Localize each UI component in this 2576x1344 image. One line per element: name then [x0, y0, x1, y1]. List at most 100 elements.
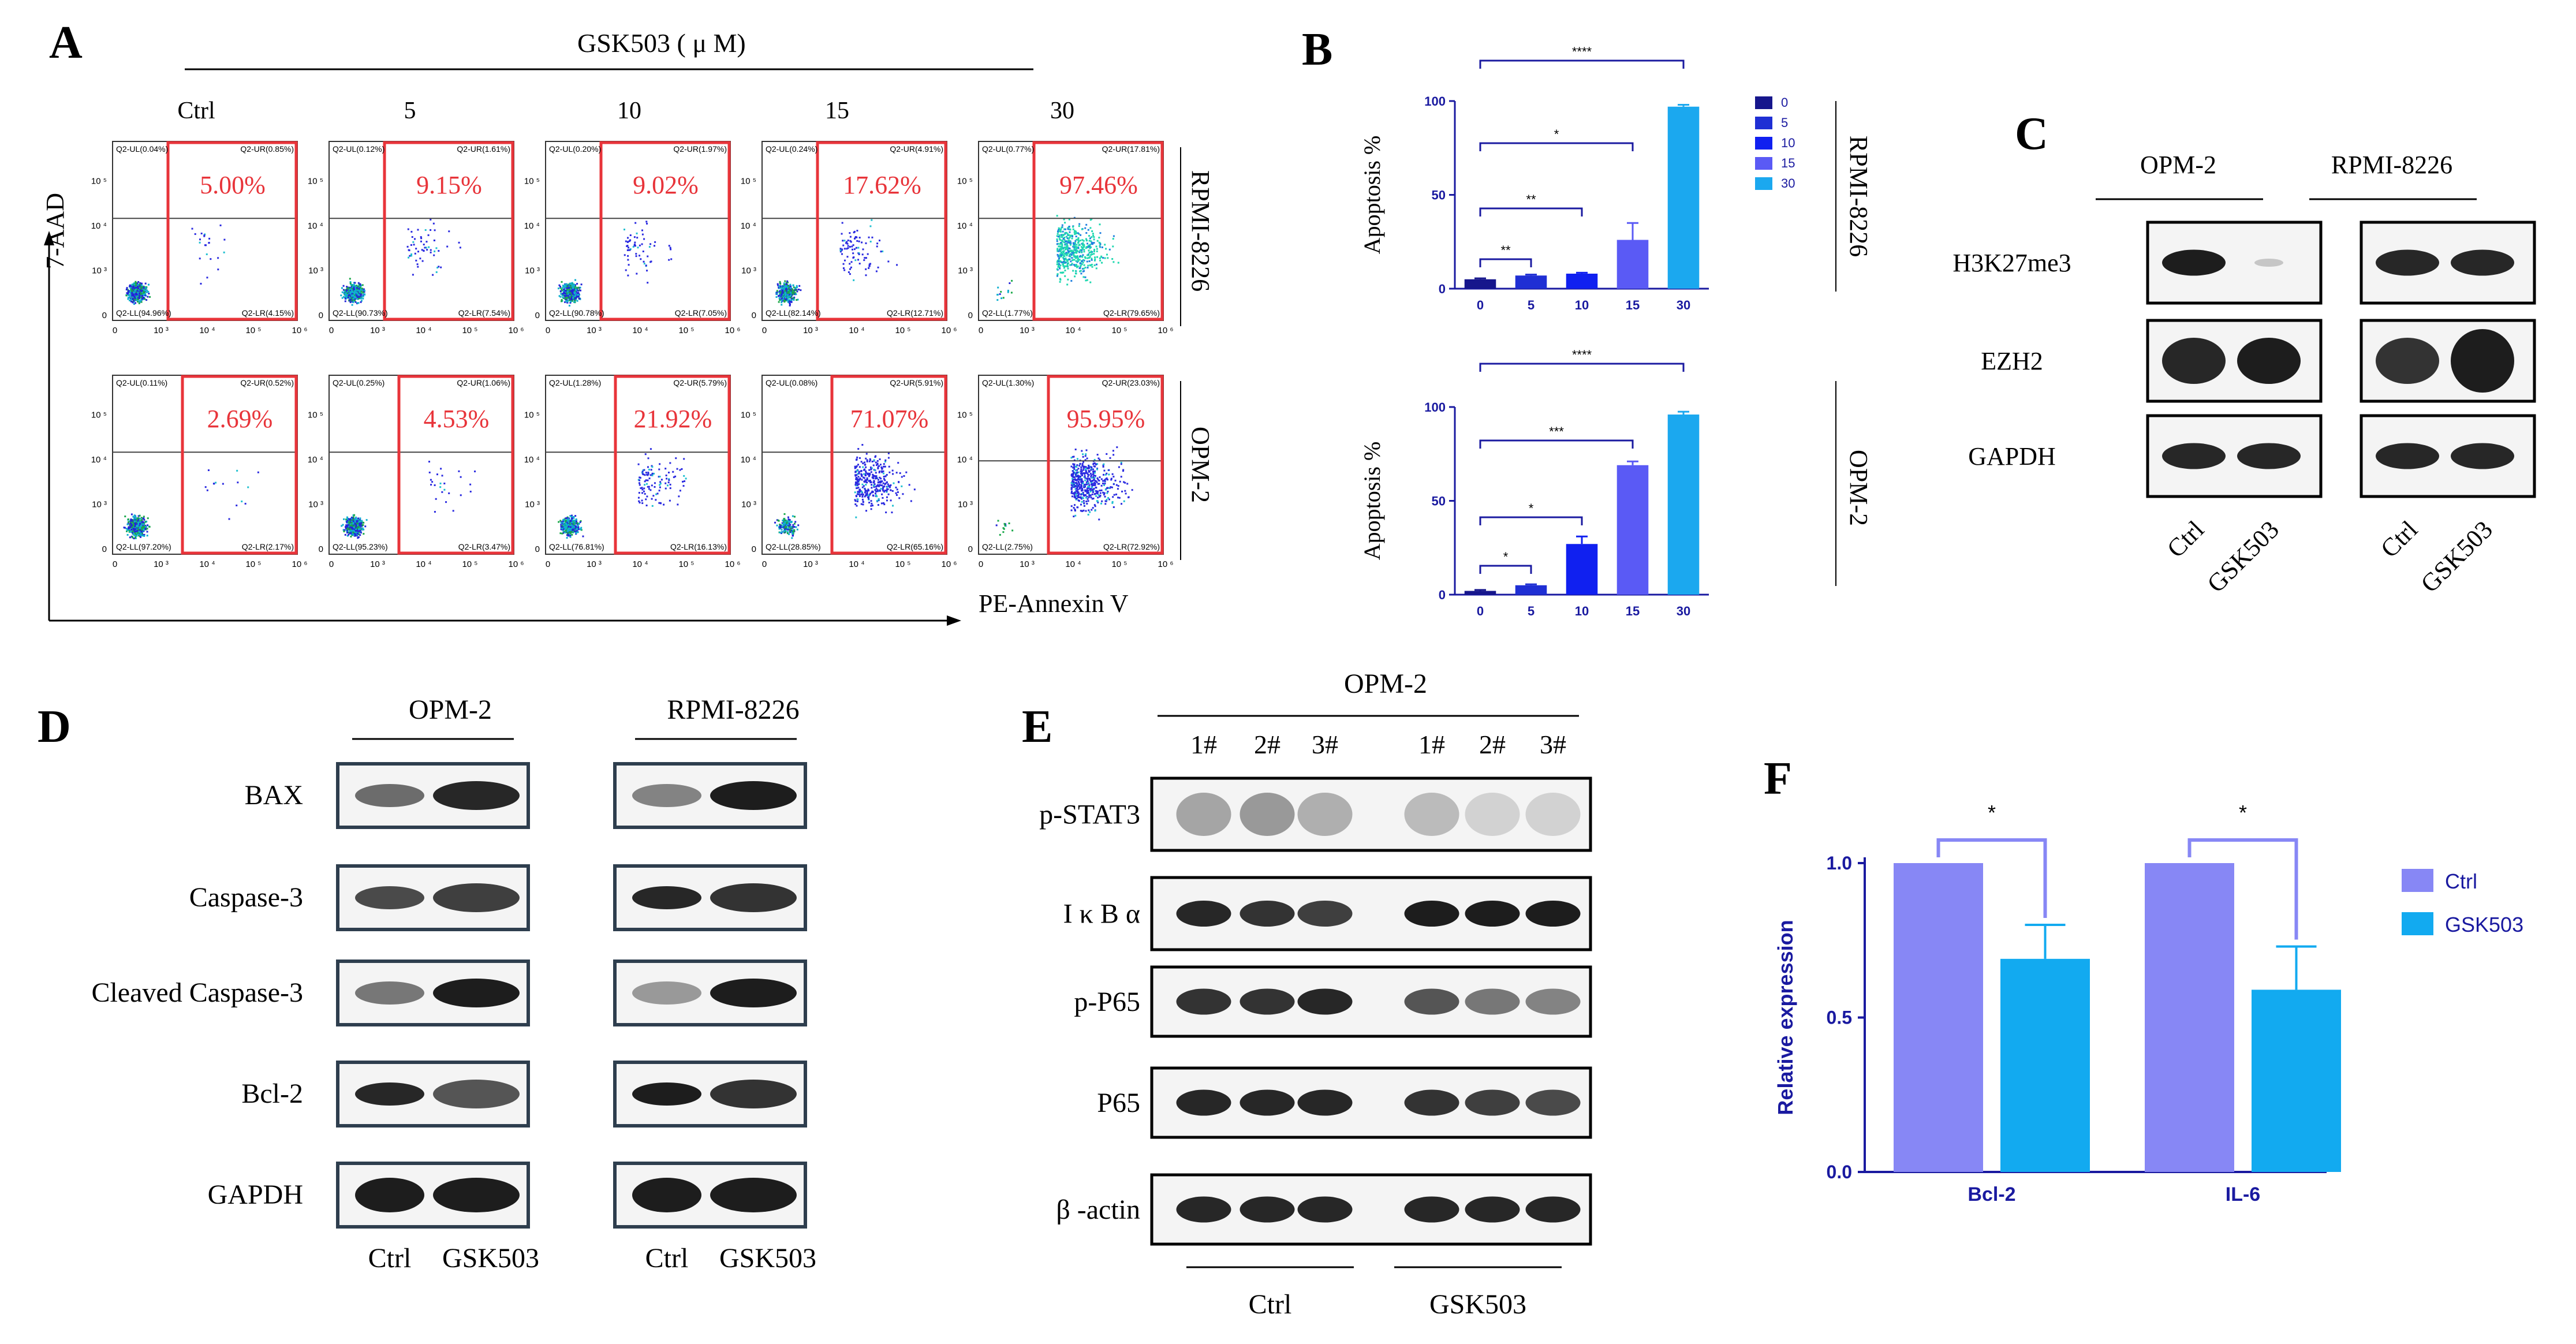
event-dot [668, 245, 670, 247]
event-dot [350, 531, 353, 533]
event-dot [1102, 464, 1104, 466]
x-tick: 10 ⁵ [462, 326, 477, 335]
event-dot [130, 290, 132, 293]
event-dot [346, 294, 348, 297]
event-dot [869, 225, 872, 227]
event-dot [560, 522, 562, 524]
y-tick: 10 ⁵ [91, 410, 107, 420]
event-dot [1075, 257, 1077, 259]
event-dot [573, 295, 575, 297]
event-dot [204, 244, 206, 247]
event-dot [566, 293, 569, 296]
event-dot [1096, 250, 1098, 252]
event-dot [863, 477, 865, 479]
event-dot [1090, 246, 1092, 248]
event-dot [125, 294, 128, 297]
event-dot [673, 476, 675, 479]
event-dot [1099, 246, 1102, 248]
event-dot [343, 530, 345, 532]
y-tick: 10 ³ [958, 266, 973, 276]
event-dot [1077, 242, 1080, 244]
event-dot [561, 299, 563, 301]
event-dot [573, 517, 575, 519]
event-dot [782, 292, 784, 294]
event-dot [1056, 261, 1058, 263]
event-dot [347, 520, 349, 522]
event-dot [1085, 279, 1087, 282]
event-dot [1099, 243, 1102, 245]
event-dot [849, 236, 852, 238]
event-dot [788, 292, 790, 294]
event-dot [1074, 240, 1077, 242]
concentration-labels: Ctrl 5 10 15 30 [177, 98, 1074, 124]
event-dot [353, 516, 355, 518]
event-dot [138, 288, 140, 290]
event-dot [348, 531, 350, 533]
event-dot [126, 293, 129, 295]
event-dot [350, 283, 352, 286]
event-dot [1083, 270, 1085, 272]
event-dot [1064, 228, 1066, 230]
event-dot [1086, 472, 1088, 474]
event-dot [645, 483, 648, 485]
event-dot [574, 284, 577, 286]
event-dot [645, 498, 647, 501]
y-tick: 10 ⁵ [741, 410, 756, 420]
event-dot [1061, 243, 1063, 245]
event-dot [569, 532, 572, 535]
event-dot [133, 283, 136, 286]
event-dot [1060, 255, 1062, 257]
event-dot [1100, 255, 1103, 257]
event-dot [883, 465, 885, 468]
event-dot [562, 529, 565, 532]
event-dot [1111, 473, 1114, 475]
event-dot [137, 286, 139, 289]
event-dot [568, 533, 570, 536]
event-dot [879, 458, 881, 461]
event-dot [1096, 481, 1098, 483]
event-dot [1066, 255, 1068, 257]
event-dot [1093, 250, 1095, 252]
event-dot [882, 250, 884, 252]
event-dot [345, 524, 348, 527]
event-dot [639, 255, 641, 257]
event-dot [865, 470, 867, 472]
event-dot [135, 285, 137, 288]
event-dot [357, 518, 359, 521]
event-dot [1064, 240, 1066, 242]
event-dot [137, 287, 139, 289]
quadrant-lr: Q2-LR(2.17%) [242, 542, 294, 551]
event-dot [1082, 254, 1084, 256]
event-dot [568, 286, 570, 288]
event-dot [781, 296, 783, 298]
event-dot [575, 298, 577, 301]
event-dot [858, 237, 861, 239]
x-tick: 10 ⁴ [1065, 326, 1081, 335]
event-dot [641, 243, 643, 245]
event-dot [867, 473, 869, 476]
event-dot [883, 477, 885, 480]
event-dot [674, 475, 677, 477]
event-dot [1078, 225, 1080, 227]
event-dot [891, 490, 894, 492]
event-dot [839, 249, 842, 252]
event-dot [1075, 233, 1077, 235]
event-dot [1067, 240, 1070, 242]
event-dot [417, 266, 419, 268]
event-dot [572, 525, 574, 527]
event-dot [655, 499, 657, 501]
scatter-points [774, 443, 916, 539]
event-dot [578, 522, 580, 525]
event-dot [136, 293, 138, 296]
event-dot [569, 529, 571, 532]
event-dot [641, 487, 643, 489]
quadrant-ul: Q2-UL(0.12%) [333, 144, 384, 154]
event-dot [878, 499, 880, 501]
x-tick: 10 ⁶ [1158, 326, 1173, 335]
event-dot [354, 527, 357, 529]
event-dot [868, 265, 871, 267]
event-dot [141, 290, 143, 292]
event-dot [641, 233, 644, 236]
event-dot [132, 532, 135, 534]
event-dot [350, 298, 353, 301]
